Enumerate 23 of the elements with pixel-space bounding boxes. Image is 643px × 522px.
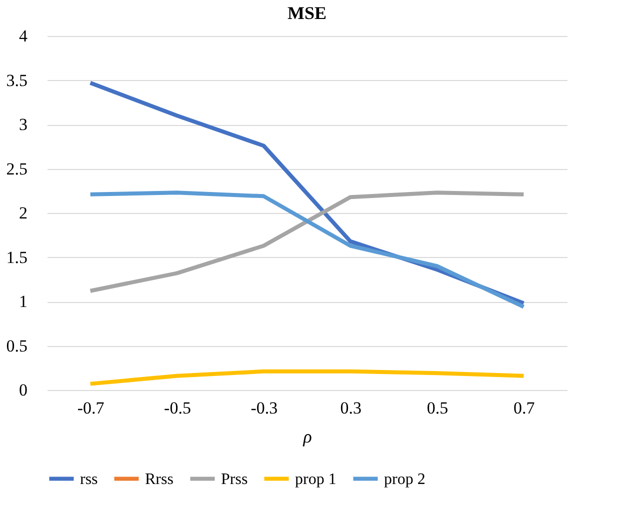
legend-label: Rrss <box>145 470 174 488</box>
y-tick-label: 1.5 <box>6 248 28 267</box>
y-tick-label: 4 <box>19 26 28 46</box>
y-tick-label: 0 <box>19 380 28 400</box>
line-series <box>88 369 526 386</box>
legend-label: Prss <box>221 470 248 488</box>
y-tick-label: 0.5 <box>6 336 28 356</box>
x-tick-label: 0.3 <box>340 398 362 418</box>
chart-title: MSE <box>287 3 327 23</box>
x-tick-label: -0.5 <box>164 398 191 418</box>
legend-label: rss <box>80 470 98 488</box>
legend-label: prop 2 <box>384 470 426 488</box>
y-tick-label: 1 <box>19 292 28 311</box>
x-tick-label: -0.3 <box>250 398 278 418</box>
y-tick-label: 3.5 <box>6 70 28 90</box>
legend-label: prop 1 <box>295 470 336 488</box>
y-tick-label: 2 <box>19 204 28 222</box>
x-tick-label: -0.7 <box>77 398 105 418</box>
y-tick-label: 2.5 <box>6 159 28 178</box>
x-axis-title: ρ <box>302 426 312 446</box>
y-tick-label: 3 <box>19 115 28 134</box>
x-tick-label: 0.7 <box>514 398 536 418</box>
x-tick-label: 0.5 <box>426 398 448 418</box>
